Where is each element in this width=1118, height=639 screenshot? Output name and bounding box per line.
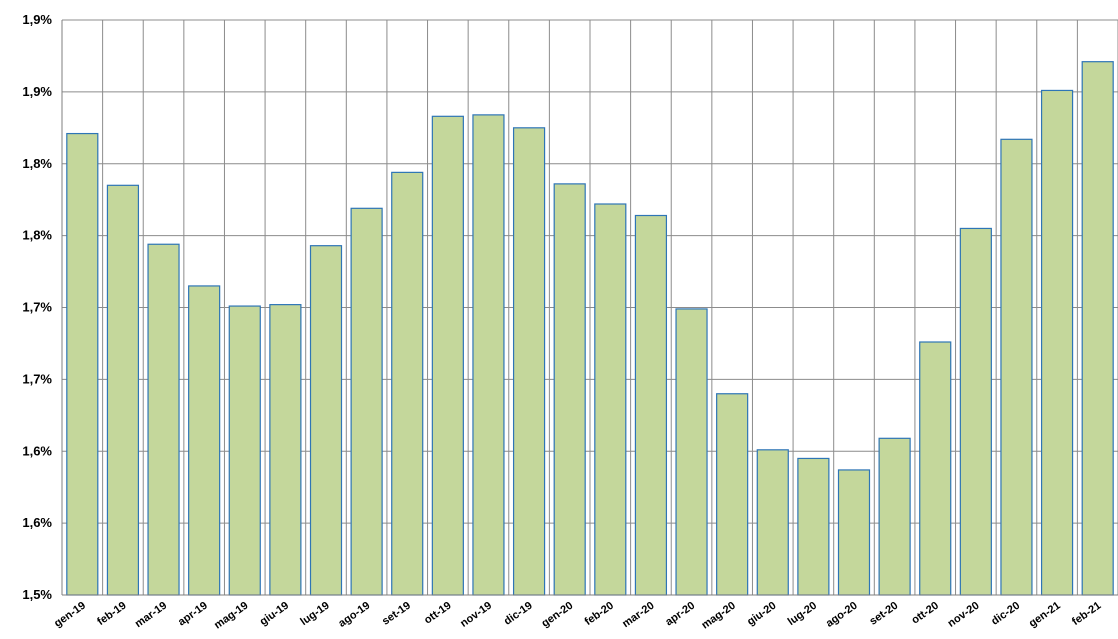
x-tick-label: ott-20 xyxy=(910,600,941,627)
bar xyxy=(472,114,505,596)
x-tick-label: apr-20 xyxy=(663,600,697,629)
x-tick-label: set-19 xyxy=(380,600,413,628)
x-tick-label: gen-21 xyxy=(1027,600,1063,630)
x-tick-label: gen-19 xyxy=(52,600,88,630)
bars xyxy=(66,61,1114,596)
x-axis-tick-labels: gen-19 feb-19 mar-19 apr-19 mag-19 giu-19 lug-… xyxy=(52,600,1103,632)
bar xyxy=(350,207,383,596)
bar xyxy=(553,183,586,596)
bar xyxy=(269,304,302,596)
x-tick-label: lug-19 xyxy=(298,600,331,628)
x-tick-label: ott-19 xyxy=(422,600,453,627)
bar xyxy=(1081,61,1114,596)
bar xyxy=(878,437,911,596)
x-tick-label: giu-19 xyxy=(258,600,291,628)
bar xyxy=(431,115,464,596)
x-tick-label: apr-19 xyxy=(176,600,210,629)
x-tick-label: mar-19 xyxy=(133,600,169,631)
x-tick-label: giu-20 xyxy=(745,600,778,628)
bar xyxy=(959,227,992,596)
bar xyxy=(716,393,749,596)
axes xyxy=(61,20,1118,596)
x-tick-label: mar-20 xyxy=(620,600,656,631)
x-tick-label: ago-20 xyxy=(824,600,860,630)
y-tick-label: 1,6% xyxy=(22,443,52,458)
bar xyxy=(1000,138,1033,596)
bar xyxy=(66,132,99,596)
x-tick-label: feb-21 xyxy=(1070,600,1103,628)
x-tick-label: mag-20 xyxy=(699,600,737,632)
y-tick-label: 1,8% xyxy=(22,228,52,243)
x-tick-label: mag-19 xyxy=(212,600,250,632)
x-tick-label: nov-19 xyxy=(458,600,494,630)
x-tick-label: nov-20 xyxy=(946,600,982,630)
bar xyxy=(756,449,789,596)
y-tick-label: 1,5% xyxy=(22,587,52,602)
bar xyxy=(797,457,830,596)
bar xyxy=(147,243,180,596)
bar xyxy=(106,184,140,596)
x-tick-label: set-20 xyxy=(867,600,900,628)
x-tick-label: feb-19 xyxy=(95,600,128,628)
bar xyxy=(919,341,952,596)
x-tick-label: feb-20 xyxy=(583,600,616,628)
y-tick-label: 1,6% xyxy=(22,515,52,530)
y-tick-label: 1,9% xyxy=(22,84,52,99)
bar xyxy=(634,214,668,596)
bar xyxy=(391,171,424,596)
bar xyxy=(188,285,221,596)
y-tick-label: 1,7% xyxy=(22,300,52,315)
x-tick-label: dic-20 xyxy=(989,600,1022,628)
bar xyxy=(594,203,627,596)
bar xyxy=(512,127,546,596)
y-tick-label: 1,8% xyxy=(22,156,52,171)
bar xyxy=(309,245,343,596)
x-tick-label: gen-20 xyxy=(539,600,575,630)
x-tick-label: lug-20 xyxy=(786,600,819,628)
bar xyxy=(1040,89,1074,596)
x-tick-label: ago-19 xyxy=(336,600,372,630)
x-tick-label: dic-19 xyxy=(502,600,535,628)
y-tick-label: 1,9% xyxy=(22,12,52,27)
gridlines xyxy=(61,19,1118,596)
bar xyxy=(675,308,708,596)
bar xyxy=(837,469,871,596)
bar xyxy=(228,305,261,596)
y-axis-tick-labels: 1,5% 1,6% 1,6% 1,7% 1,7% 1,8% 1,8% 1,9% 1,9% xyxy=(22,12,52,602)
y-tick-label: 1,7% xyxy=(22,371,52,386)
